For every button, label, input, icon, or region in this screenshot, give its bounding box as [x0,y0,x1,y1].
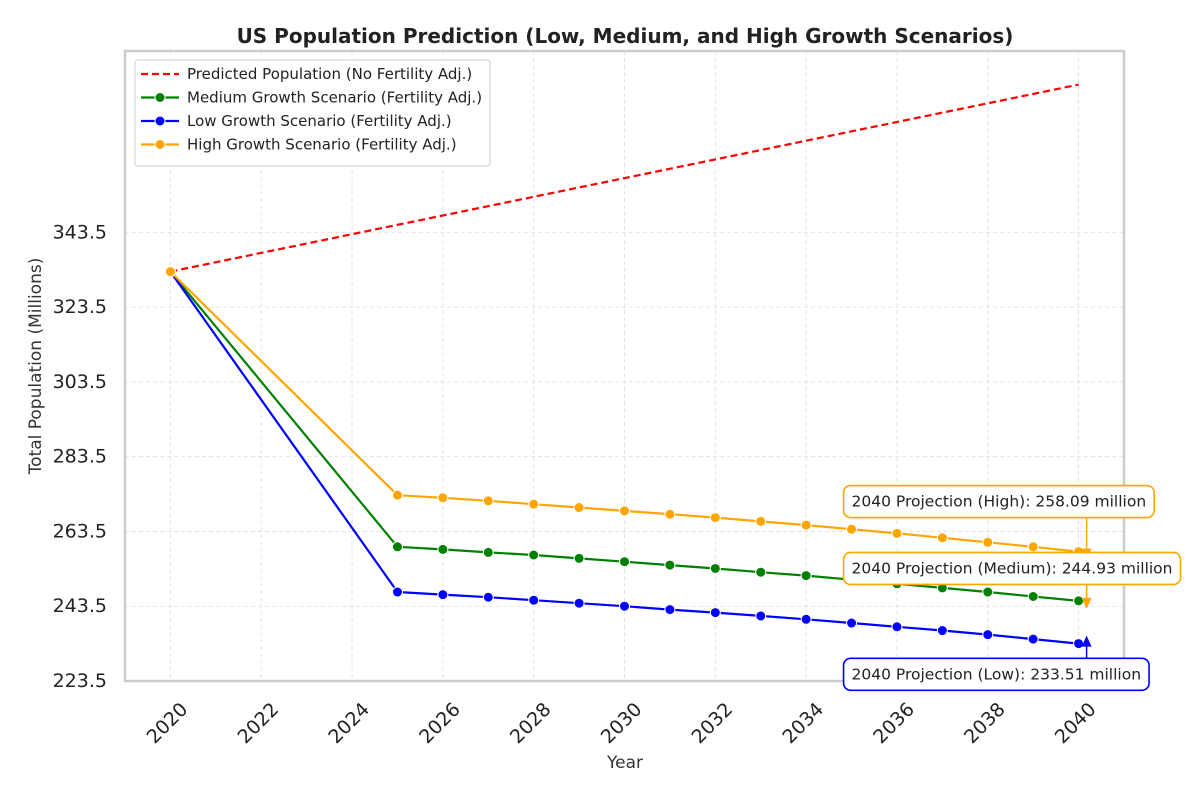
data-point-low-growth-scenario-fertility-adj-2032 [709,607,721,619]
y-tick-label-283-5: 283.5 [53,446,107,468]
data-point-low-growth-scenario-fertility-adj-2027 [482,591,494,603]
data-point-high-growth-scenario-fertility-adj-2026 [437,492,449,504]
data-point-low-growth-scenario-fertility-adj-2031 [664,604,676,616]
annotation-label-2: 2040 Projection (Medium): 244.93 million [852,559,1173,577]
legend-entry-high-growth-scenario-fertility-adj: High Growth Scenario (Fertility Adj.) [141,136,457,154]
annotation-arrowhead-3 [1081,635,1092,647]
legend-label-2: Medium Growth Scenario (Fertility Adj.) [187,89,482,107]
data-point-high-growth-scenario-fertility-adj-2033 [755,515,767,527]
y-tick-label-263-5: 263.5 [53,520,107,542]
data-point-medium-growth-scenario-fertility-adj-2038 [982,586,994,598]
annotation-box-3 [842,657,1150,692]
legend-label-1: Predicted Population (No Fertility Adj.) [187,65,472,83]
data-point-high-growth-scenario-fertility-adj-2020 [164,266,176,278]
x-tick-label-2036: 2036 [869,698,919,748]
data-point-low-growth-scenario-fertility-adj-2038 [982,629,994,641]
data-point-medium-growth-scenario-fertility-adj-2029 [573,552,585,564]
x-tick-label-2024: 2024 [324,698,374,748]
data-point-low-growth-scenario-fertility-adj-2040 [1073,638,1085,650]
series-line-predicted-population-no-fertility-adj [170,83,1079,273]
data-point-high-growth-scenario-fertility-adj-2025 [391,489,403,501]
data-point-medium-growth-scenario-fertility-adj-2040 [1073,595,1085,607]
data-point-high-growth-scenario-fertility-adj-2037 [936,532,948,544]
legend-entry-predicted-population-no-fertility-adj: Predicted Population (No Fertility Adj.) [141,65,472,83]
y-tick-label-243-5: 243.5 [53,595,107,617]
x-tick-label-2026: 2026 [415,698,465,748]
data-point-high-growth-scenario-fertility-adj-2034 [800,519,812,531]
data-point-high-growth-scenario-fertility-adj-2031 [664,508,676,520]
x-tick-label-2032: 2032 [688,698,738,748]
annotation-3: 2040 Projection (Low): 233.51 million [842,635,1150,692]
x-tick-label-2038: 2038 [960,698,1010,748]
series-medium-growth-scenario-fertility-adj [164,266,1085,607]
legend-label-4: High Growth Scenario (Fertility Adj.) [187,136,457,154]
y-tick-label-343-5: 343.5 [53,221,107,243]
data-point-low-growth-scenario-fertility-adj-2034 [800,613,812,625]
annotation-2: 2040 Projection (Medium): 244.93 million [842,551,1182,609]
y-axis-label: Total Population (Millions) [26,258,46,476]
x-tick-label-2028: 2028 [506,698,556,748]
series-low-growth-scenario-fertility-adj [164,266,1085,650]
data-point-low-growth-scenario-fertility-adj-2036 [891,621,903,633]
y-tick-label-323-5: 323.5 [53,296,107,318]
data-point-high-growth-scenario-fertility-adj-2035 [846,523,858,535]
annotation-1: 2040 Projection (High): 258.09 million [842,484,1155,560]
data-point-high-growth-scenario-fertility-adj-2039 [1027,541,1039,553]
annotations: 2040 Projection (High): 258.09 million 20… [842,484,1182,692]
annotation-arrowhead-2 [1081,597,1092,609]
data-point-medium-growth-scenario-fertility-adj-2025 [391,541,403,553]
legend-marker-3 [154,115,166,127]
data-point-high-growth-scenario-fertility-adj-2036 [891,527,903,539]
data-point-medium-growth-scenario-fertility-adj-2028 [528,549,540,561]
legend-entry-low-growth-scenario-fertility-adj: Low Growth Scenario (Fertility Adj.) [141,112,452,130]
y-tick-label-303-5: 303.5 [53,371,107,393]
legend-label-3: Low Growth Scenario (Fertility Adj.) [187,112,452,130]
data-point-low-growth-scenario-fertility-adj-2037 [936,625,948,637]
series-layer [164,83,1085,650]
data-point-medium-growth-scenario-fertility-adj-2033 [755,566,767,578]
x-tick-label-2022: 2022 [233,698,283,748]
x-tick-label-2020: 2020 [143,698,193,748]
legend-marker-4 [154,139,166,150]
data-point-high-growth-scenario-fertility-adj-2028 [528,498,540,510]
data-point-medium-growth-scenario-fertility-adj-2030 [619,556,630,568]
x-tick-label-2030: 2030 [597,698,647,748]
series-predicted-population-no-fertility-adj [170,83,1079,273]
data-point-low-growth-scenario-fertility-adj-2030 [619,600,630,612]
x-tick-label-2040: 2040 [1051,698,1101,748]
plot-frame [123,49,1126,683]
data-point-low-growth-scenario-fertility-adj-2025 [391,586,403,598]
data-point-low-growth-scenario-fertility-adj-2039 [1027,633,1039,645]
data-point-medium-growth-scenario-fertility-adj-2031 [664,559,676,571]
chart-title: US Population Prediction (Low, Medium, a… [237,24,1014,48]
data-point-high-growth-scenario-fertility-adj-2038 [982,536,994,548]
legend: Predicted Population (No Fertility Adj.)… [134,59,491,167]
legend-marker-2 [154,92,166,103]
data-point-low-growth-scenario-fertility-adj-2033 [755,610,767,622]
data-point-low-growth-scenario-fertility-adj-2026 [437,589,449,601]
data-point-high-growth-scenario-fertility-adj-2032 [709,512,721,524]
data-point-low-growth-scenario-fertility-adj-2035 [846,617,858,629]
data-point-high-growth-scenario-fertility-adj-2030 [619,505,630,517]
legend-entry-medium-growth-scenario-fertility-adj: Medium Growth Scenario (Fertility Adj.) [141,89,482,107]
data-point-medium-growth-scenario-fertility-adj-2027 [482,546,494,558]
annotation-box-2 [842,551,1182,586]
data-point-medium-growth-scenario-fertility-adj-2032 [709,562,721,574]
data-point-low-growth-scenario-fertility-adj-2029 [573,597,585,609]
annotation-label-3: 2040 Projection (Low): 233.51 million [852,665,1142,683]
legend-box [134,59,491,167]
data-point-medium-growth-scenario-fertility-adj-2039 [1027,591,1039,603]
data-point-high-growth-scenario-fertility-adj-2027 [482,495,494,507]
data-point-medium-growth-scenario-fertility-adj-2026 [437,543,449,555]
data-point-high-growth-scenario-fertility-adj-2029 [573,502,585,514]
y-tick-label-223-5: 223.5 [53,670,107,692]
series-high-growth-scenario-fertility-adj [164,266,1085,558]
annotation-label-1: 2040 Projection (High): 258.09 million [852,493,1147,511]
x-tick-label-2034: 2034 [778,698,828,748]
annotation-box-1 [842,484,1155,519]
data-point-low-growth-scenario-fertility-adj-2028 [528,594,540,606]
x-axis-label: Year [606,753,643,773]
data-point-medium-growth-scenario-fertility-adj-2034 [800,570,812,582]
